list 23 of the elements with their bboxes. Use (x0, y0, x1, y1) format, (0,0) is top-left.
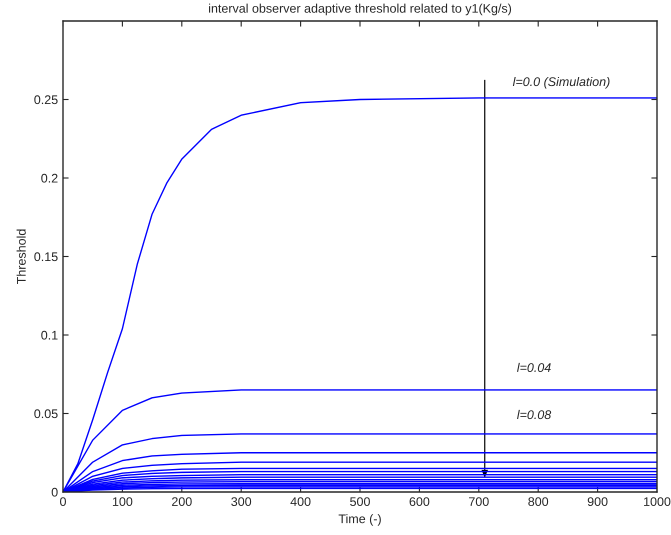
x-axis-title: Time (-) (338, 514, 381, 526)
x-tick-label: 200 (172, 497, 192, 506)
chart-title: interval observer adaptive threshold related to y1(Kg/s) (209, 4, 512, 16)
x-tick-label: 400 (290, 497, 311, 506)
x-tick-label: 1000 (644, 497, 670, 506)
y-tick-label: 0.1 (41, 330, 58, 340)
x-tick-label: 800 (528, 497, 548, 506)
annotation: l=0.0 (Simulation) (512, 76, 610, 89)
x-tick-label: 600 (410, 497, 430, 506)
y-tick-label: 0.2 (41, 174, 58, 183)
x-tick-label: 500 (350, 497, 370, 506)
x-tick-label: 300 (231, 497, 252, 506)
x-tick-label: 100 (112, 497, 132, 506)
x-tick-label: 900 (588, 497, 608, 506)
annotation: l=0.08 (517, 410, 552, 420)
y-tick-label: 0 (52, 488, 58, 497)
annotation: l=0.04 (517, 362, 551, 372)
y-tick-label: 0.15 (34, 252, 58, 262)
y-tick-label: 0.05 (34, 409, 58, 418)
y-tick-label: 0.25 (34, 95, 58, 104)
y-axis-title: Threshold (16, 230, 26, 284)
x-tick-label: 700 (469, 497, 489, 506)
x-tick-label: 0 (60, 497, 66, 506)
